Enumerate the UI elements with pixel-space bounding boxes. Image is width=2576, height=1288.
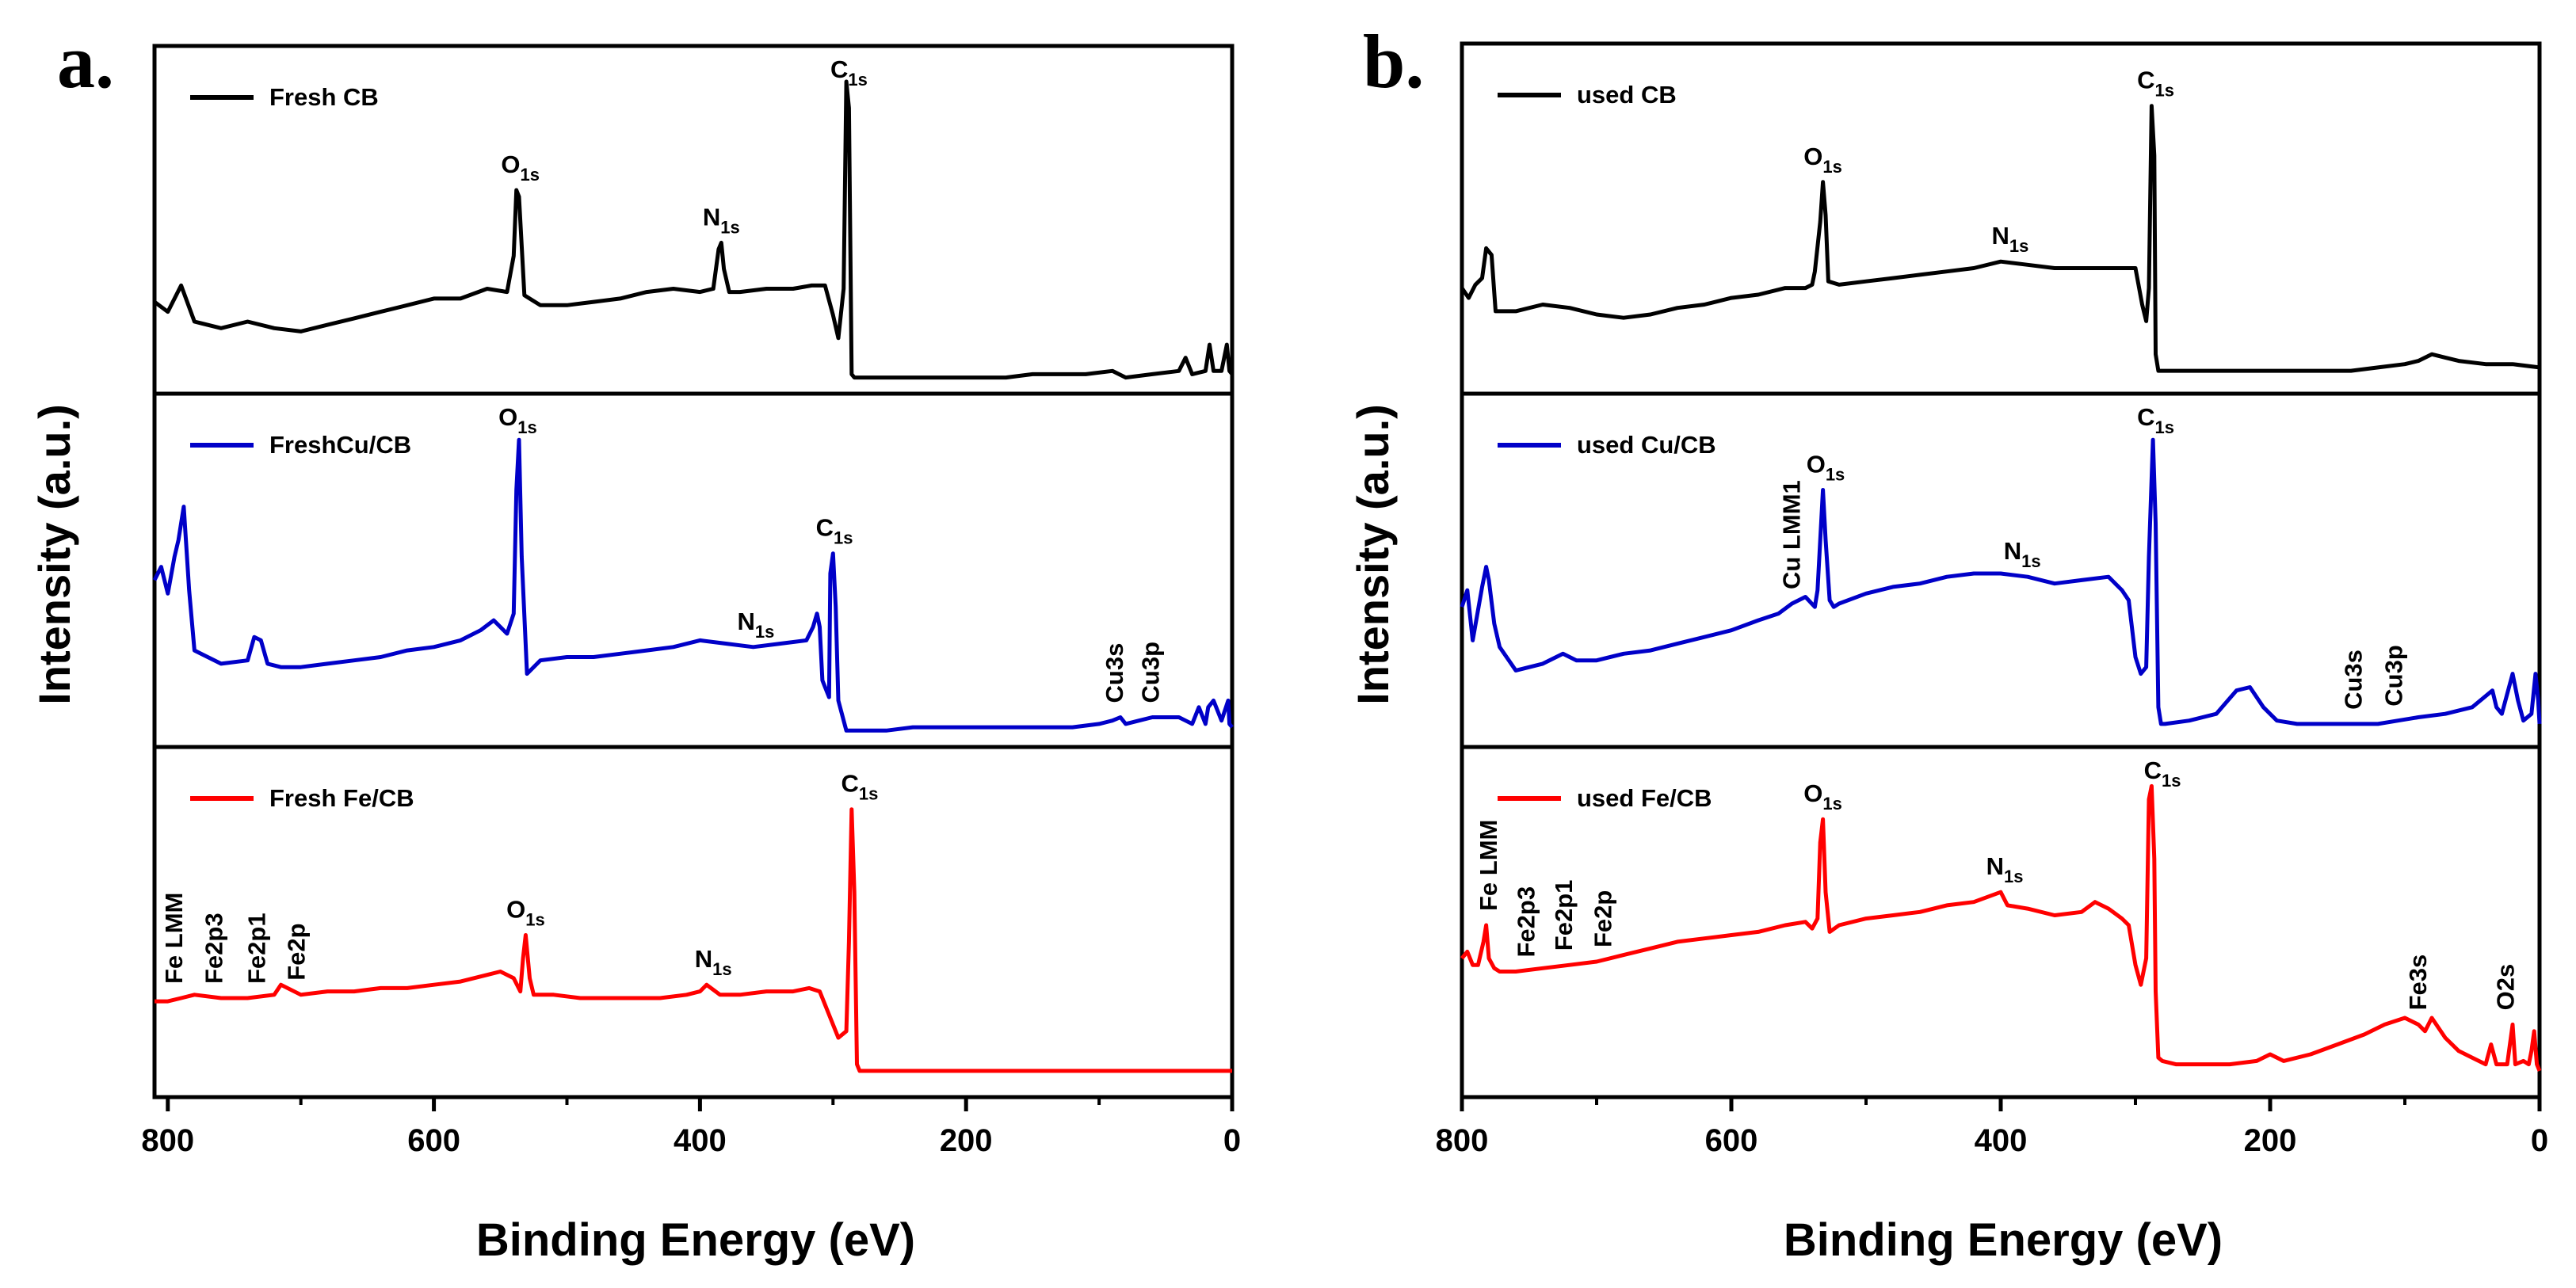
- peak-label-n1s: N1s: [695, 945, 732, 979]
- x-tick-label: 400: [1975, 1123, 2028, 1158]
- x-tick-label: 200: [940, 1123, 993, 1158]
- panel-b: b. Intensity (a.u.) Binding Energy (eV) …: [1348, 19, 2548, 1266]
- peak-label-c1s: C1s: [2137, 67, 2174, 101]
- subplot-fresh-fe-cb: Fresh Fe/CB O1s N1s C1s Fe LMM Fe2p3 Fe2p1 Fe2p: [152, 745, 1235, 1099]
- panel-a-label: a.: [57, 19, 114, 104]
- peak-label-o1s: O1s: [1803, 779, 1842, 814]
- peak-label-fe2p1: Fe2p1: [242, 913, 270, 984]
- peak-label-c1s: C1s: [2144, 756, 2181, 791]
- panel-b-label: b.: [1363, 19, 1424, 104]
- spectrum-line-used-cb: [1460, 104, 2540, 373]
- peak-label-n1s: N1s: [1986, 852, 2024, 886]
- peak-label-cu3s: Cu3s: [2339, 650, 2367, 710]
- peak-label-o1s: O1s: [501, 151, 540, 185]
- panel-b-x-axis: 800 600 400 200 0: [1436, 1097, 2548, 1158]
- legend-label-fresh-fe-cb: Fresh Fe/CB: [269, 784, 414, 812]
- peak-label-n1s: N1s: [2004, 537, 2041, 571]
- peak-label-c1s: C1s: [816, 514, 853, 548]
- spectrum-line-used-fe-cb: [1460, 783, 2542, 1072]
- x-tick-label: 600: [407, 1123, 460, 1158]
- panel-b-x-axis-label: Binding Energy (eV): [1784, 1214, 2223, 1266]
- x-tick-label: 0: [1223, 1123, 1241, 1158]
- peak-label-n1s: N1s: [737, 608, 774, 642]
- peak-label-fe2p: Fe2p: [1589, 890, 1617, 947]
- peak-label-o2s: O2s: [2492, 964, 2520, 1011]
- spectrum-line-fresh-cb: [153, 79, 1234, 380]
- peak-label-c1s: C1s: [2137, 403, 2174, 437]
- subplot-used-fe-cb: used Fe/CB O1s N1s C1s Fe LMM Fe2p3 Fe2p1 Fe2p F…: [1460, 745, 2542, 1099]
- subplot-used-cb: used CB O1s N1s C1s: [1460, 41, 2542, 396]
- subplot-fresh-cb: Fresh CB O1s N1s C1s: [152, 44, 1235, 396]
- peak-label-cu3p: Cu3p: [2379, 645, 2407, 707]
- legend-label-used-cu-cb: used Cu/CB: [1577, 431, 1716, 459]
- peak-label-fe2p3: Fe2p3: [200, 913, 228, 984]
- peak-label-fe2p: Fe2p: [283, 923, 311, 980]
- panel-b-y-axis-label: Intensity (a.u.): [1348, 404, 1398, 705]
- panel-a-x-axis: 800 600 400 200 0: [141, 1097, 1241, 1158]
- peak-label-o1s: O1s: [1807, 451, 1845, 485]
- peak-label-fe2p1: Fe2p1: [1550, 880, 1578, 951]
- peak-label-o1s: O1s: [506, 896, 545, 930]
- spectrum-line-used-cu-cb: [1460, 437, 2542, 726]
- peak-label-cu-lmm1: Cu LMM1: [1778, 480, 1806, 589]
- peak-label-fe2p3: Fe2p3: [1513, 886, 1540, 958]
- peak-label-c1s: C1s: [830, 55, 868, 90]
- peak-label-fe-lmm: Fe LMM: [160, 893, 188, 984]
- peak-label-cu3s: Cu3s: [1101, 643, 1128, 703]
- legend-label-used-fe-cb: used Fe/CB: [1577, 784, 1712, 812]
- panel-a: a. Intensity (a.u.) Binding Energy (eV) …: [29, 19, 1241, 1266]
- x-tick-label: 800: [1436, 1123, 1489, 1158]
- spectrum-line-fresh-fe-cb: [155, 807, 1232, 1073]
- legend-label-fresh-cb: Fresh CB: [269, 83, 379, 111]
- peak-label-fe3s: Fe3s: [2404, 955, 2432, 1011]
- legend-label-used-cb: used CB: [1577, 81, 1677, 109]
- x-tick-label: 400: [674, 1123, 727, 1158]
- peak-label-cu3p: Cu3p: [1137, 642, 1165, 703]
- peak-label-o1s: O1s: [1803, 143, 1842, 177]
- peak-label-n1s: N1s: [1991, 222, 2028, 256]
- panel-a-x-axis-label: Binding Energy (eV): [476, 1214, 915, 1266]
- x-tick-label: 200: [2244, 1123, 2297, 1158]
- subplot-fresh-cu-cb: FreshCu/CB O1s N1s C1s Cu3s Cu3p: [152, 391, 1235, 749]
- panel-a-y-axis-label: Intensity (a.u.): [29, 404, 79, 705]
- peak-label-c1s: C1s: [841, 770, 878, 804]
- x-tick-label: 600: [1705, 1123, 1758, 1158]
- peak-label-n1s: N1s: [703, 203, 740, 237]
- x-tick-label: 0: [2531, 1123, 2548, 1158]
- x-tick-label: 800: [141, 1123, 194, 1158]
- spectrum-line-freshcu-cb: [152, 437, 1234, 733]
- peak-label-fe-lmm: Fe LMM: [1475, 820, 1502, 911]
- legend-label-freshcu-cb: FreshCu/CB: [269, 431, 411, 459]
- peak-label-o1s: O1s: [498, 403, 537, 437]
- frame-fresh-fe-cb: [152, 745, 1235, 1099]
